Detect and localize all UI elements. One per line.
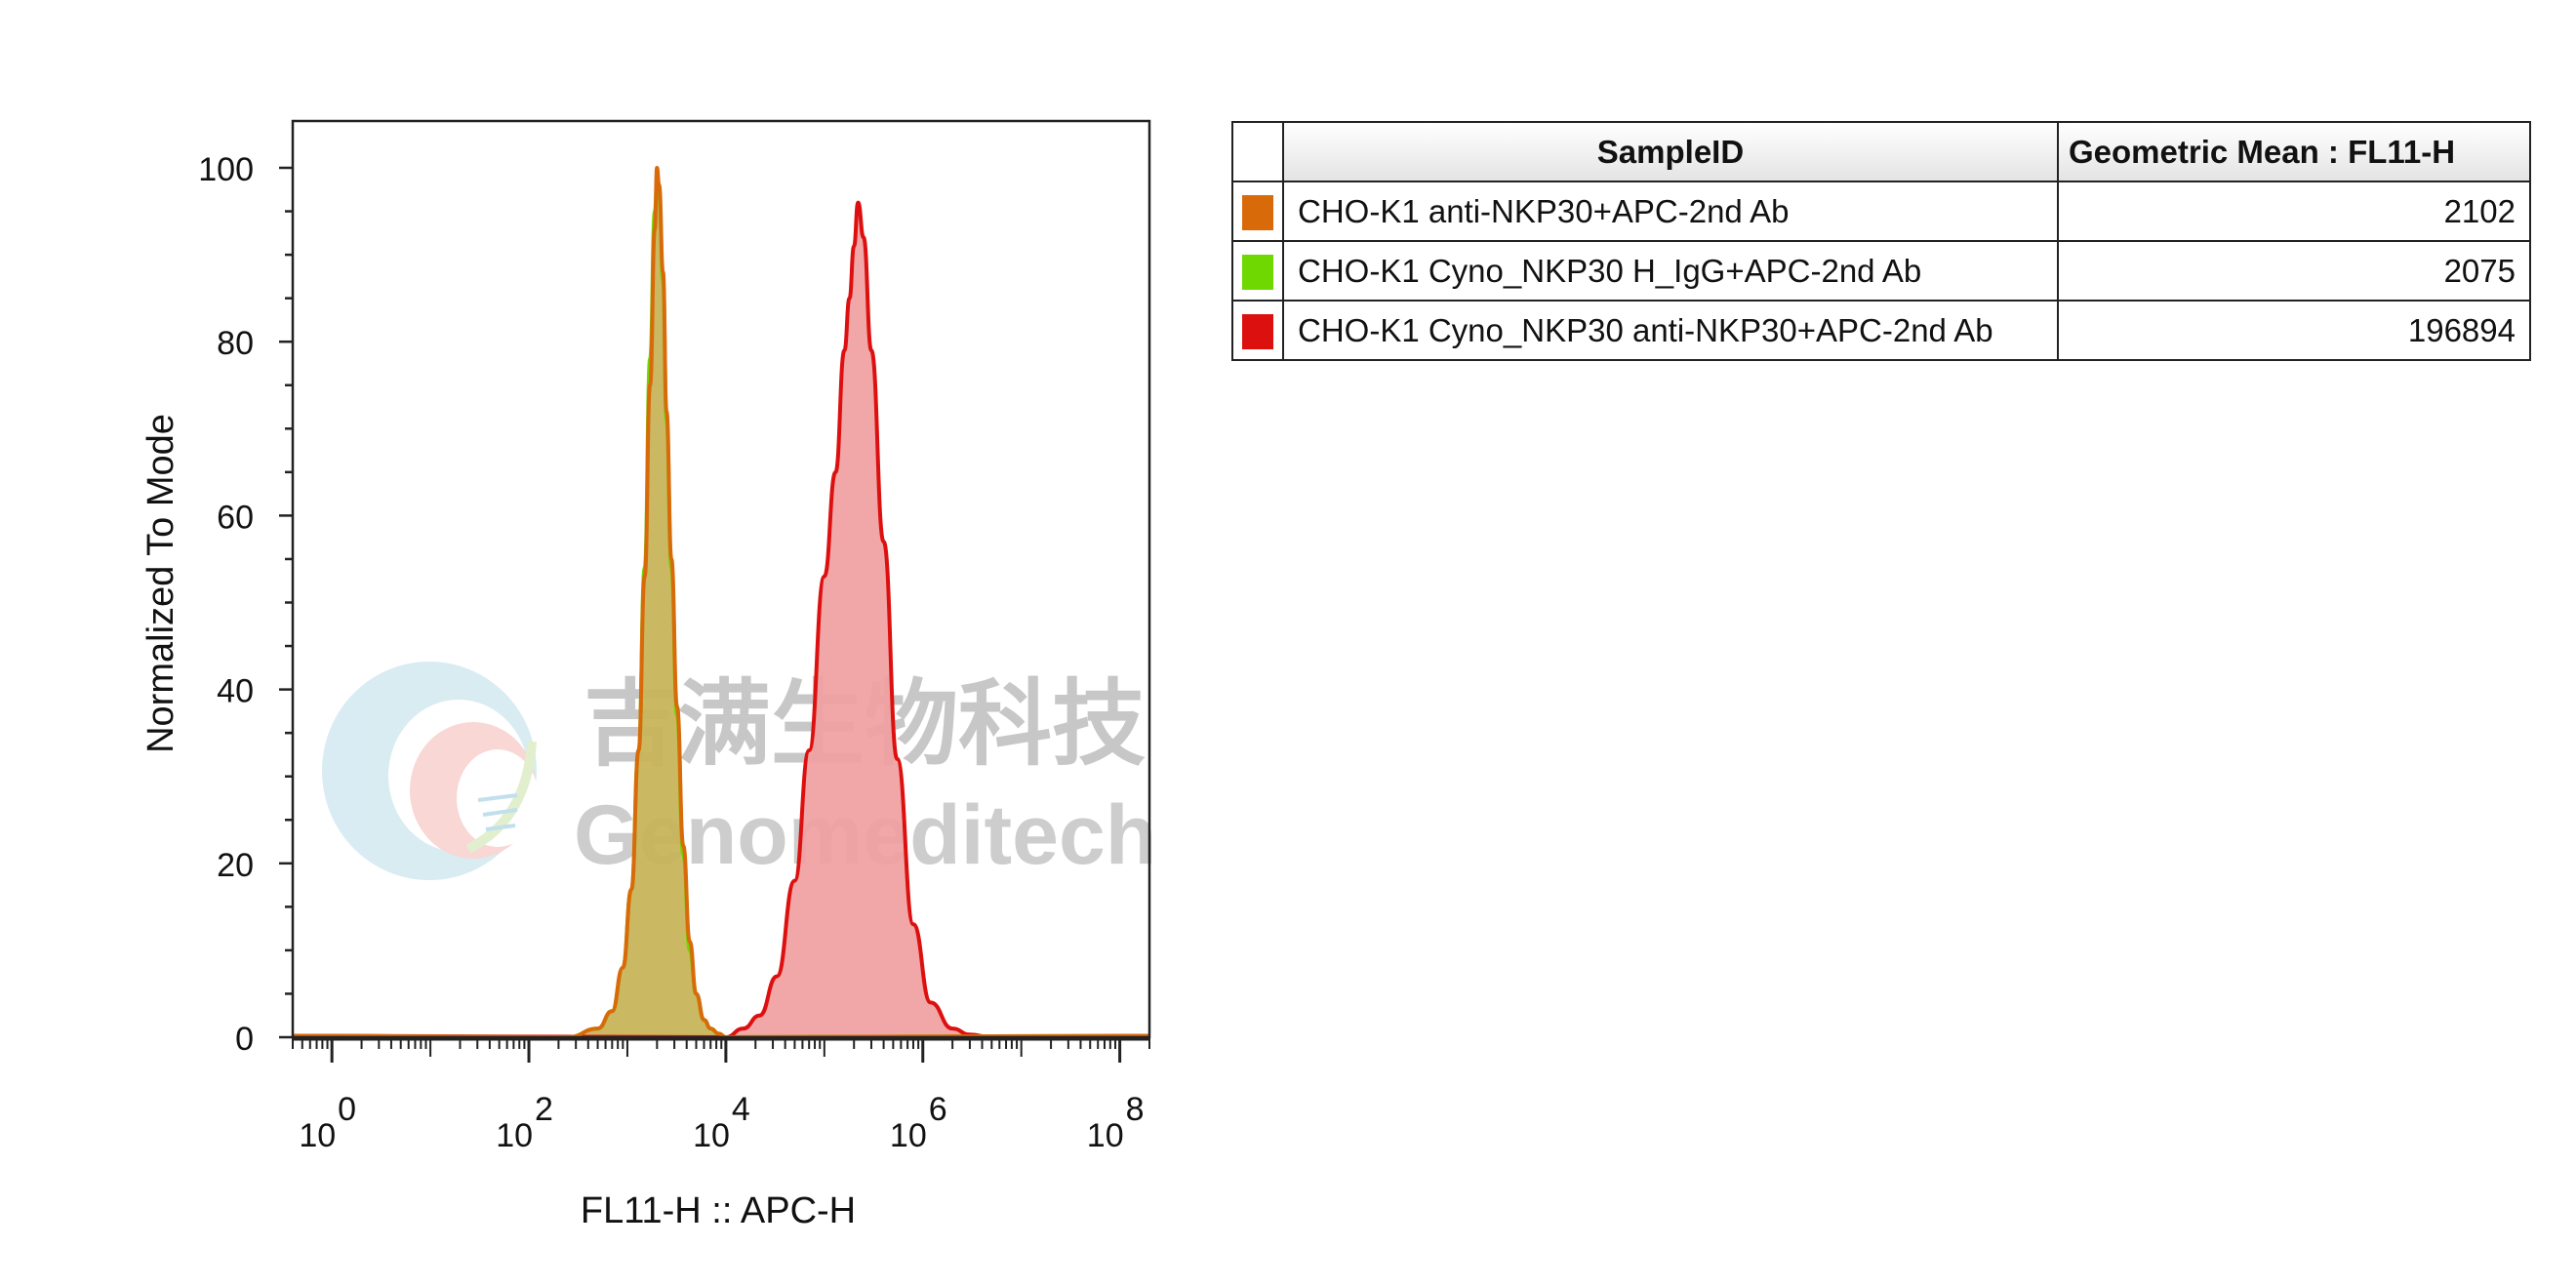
- x-tick-exponent: 8: [1126, 1091, 1145, 1128]
- table-row: CHO-K1 Cyno_NKP30 anti-NKP30+APC-2nd Ab 1…: [1231, 300, 2531, 361]
- y-tick-label: 80: [217, 325, 254, 362]
- geometric-mean-cell: 2075: [2057, 240, 2531, 302]
- legend-swatch-cell: [1231, 181, 1284, 242]
- plot-frame: [291, 119, 1151, 1039]
- sample-id-cell: CHO-K1 Cyno_NKP30 anti-NKP30+APC-2nd Ab: [1282, 300, 2059, 361]
- legend-swatch-cell: [1231, 300, 1284, 361]
- series-fill-1: [293, 168, 1149, 1037]
- x-tick-exponent: 6: [929, 1091, 947, 1128]
- y-axis-label: Normalized To Mode: [141, 414, 181, 753]
- legend-swatch-icon: [1242, 195, 1273, 231]
- watermark-logo-icon: [322, 662, 539, 880]
- series-line-1: [292, 166, 1150, 1039]
- legend-swatch-cell: [1231, 240, 1284, 302]
- y-tick-label: 100: [198, 151, 254, 188]
- x-tick-label: 10: [496, 1117, 533, 1154]
- geometric-mean-cell: 196894: [2057, 300, 2531, 361]
- table-row: CHO-K1 Cyno_NKP30 H_IgG+APC-2nd Ab 2075: [1231, 240, 2531, 302]
- sample-id-cell: CHO-K1 Cyno_NKP30 H_IgG+APC-2nd Ab: [1282, 240, 2059, 302]
- geometric-mean-cell: 2102: [2057, 181, 2531, 242]
- series-fill-2: [293, 184, 1149, 1038]
- y-tick-label: 0: [235, 1021, 254, 1058]
- y-tick-label: 60: [217, 499, 254, 536]
- series-layer: [292, 166, 1150, 1039]
- sample-id-cell: CHO-K1 anti-NKP30+APC-2nd Ab: [1282, 181, 2059, 242]
- statistics-table: SampleID Geometric Mean : FL11-H CHO-K1 …: [1231, 121, 2531, 361]
- x-tick-exponent: 0: [338, 1091, 356, 1128]
- x-tick-exponent: 2: [535, 1091, 553, 1128]
- table-header-row: SampleID Geometric Mean : FL11-H: [1231, 121, 2531, 182]
- x-axis-label: FL11-H :: APC-H: [581, 1190, 856, 1231]
- series-line-2: [292, 182, 1150, 1039]
- swatch-header: [1231, 121, 1284, 182]
- series-fill-3: [293, 202, 1149, 1038]
- table-row: CHO-K1 anti-NKP30+APC-2nd Ab 2102: [1231, 181, 2531, 242]
- y-tick-label: 40: [217, 673, 254, 710]
- legend-swatch-icon: [1242, 255, 1273, 291]
- y-tick-label: 20: [217, 847, 254, 884]
- watermark: 吉满生物科技 Genomeditech: [322, 662, 1156, 882]
- x-tick-label: 10: [693, 1117, 730, 1154]
- geometric-mean-header: Geometric Mean : FL11-H: [2057, 121, 2531, 182]
- sample-id-header: SampleID: [1282, 121, 2059, 182]
- x-tick-label: 10: [890, 1117, 927, 1154]
- x-tick-label: 10: [1087, 1117, 1124, 1154]
- x-tick-exponent: 4: [732, 1091, 750, 1128]
- legend-swatch-icon: [1242, 314, 1273, 350]
- x-tick-label: 10: [299, 1117, 336, 1154]
- series-line-3: [292, 200, 1150, 1039]
